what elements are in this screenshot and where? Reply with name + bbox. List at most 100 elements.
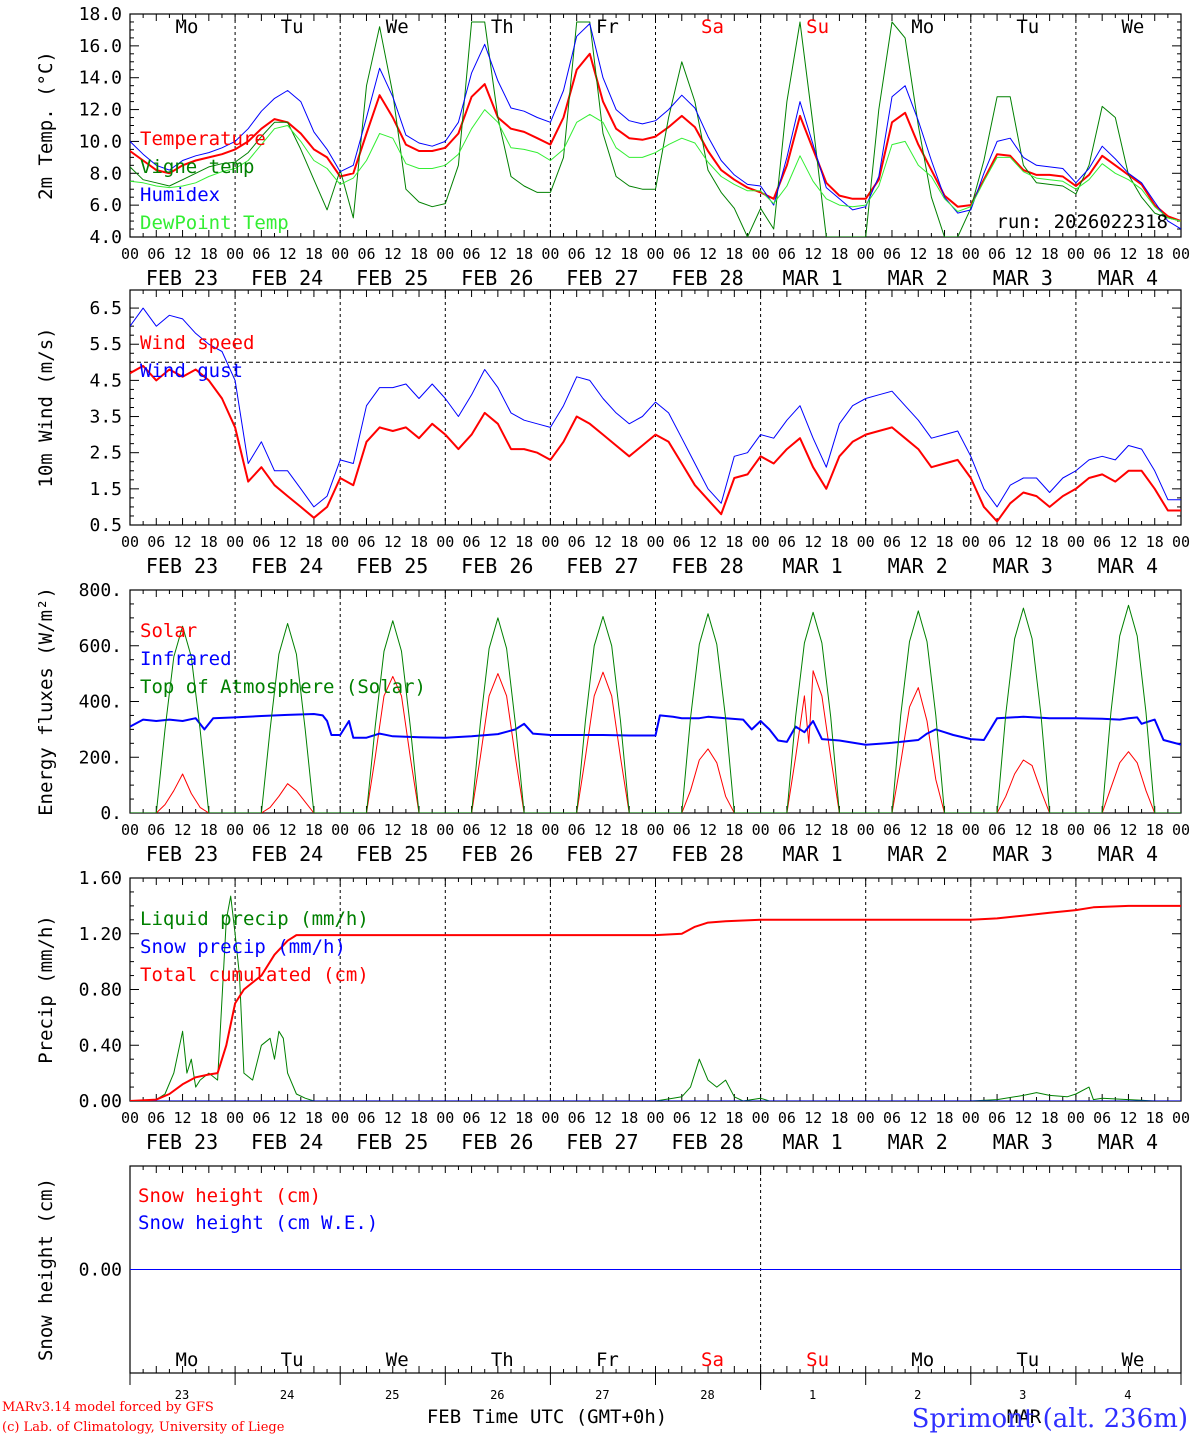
weekday-label: Su [806, 16, 829, 38]
weekday-label: Tu [281, 1349, 304, 1371]
hour-label: 00 [331, 245, 349, 263]
weekday-label: Tu [281, 16, 304, 38]
hour-label: 12 [279, 821, 297, 839]
hour-label: 12 [174, 533, 192, 551]
hour-label: 00 [541, 1109, 559, 1127]
hour-label: 06 [357, 1109, 375, 1127]
weekday-label: Th [491, 1349, 514, 1371]
model-credit: MARv3.14 model forced by GFS [2, 1400, 214, 1415]
hour-label: 18 [1041, 1109, 1059, 1127]
hour-label: 12 [594, 245, 612, 263]
hour-label: 06 [463, 1109, 481, 1127]
hour-label: 18 [410, 533, 428, 551]
date-label: FEB 24 [251, 1130, 323, 1154]
y-tick-label: 0.5 [89, 515, 122, 536]
hour-label: 06 [252, 245, 270, 263]
temp-legend-item: DewPoint Temp [140, 212, 289, 234]
hour-label: 12 [804, 533, 822, 551]
hour-label: 18 [305, 821, 323, 839]
date-label: FEB 26 [461, 1130, 533, 1154]
hour-label: 06 [673, 1109, 691, 1127]
hour-label: 06 [357, 245, 375, 263]
hour-label: 00 [646, 821, 664, 839]
hour-label: 06 [673, 821, 691, 839]
y-tick-label: 18.0 [79, 4, 122, 25]
hour-label: 12 [489, 533, 507, 551]
hour-label: 12 [1119, 1109, 1137, 1127]
hour-label: 12 [279, 245, 297, 263]
date-label: MAR 3 [993, 554, 1053, 578]
y-tick-label: 400. [79, 692, 122, 713]
hour-label: 06 [1093, 1109, 1111, 1127]
hour-label: 12 [1119, 821, 1137, 839]
date-label: FEB 24 [251, 842, 323, 866]
hour-label: 06 [568, 533, 586, 551]
hour-label: 06 [883, 1109, 901, 1127]
weekday-label: We [386, 1349, 409, 1371]
wind-series-wind-gust [130, 307, 1181, 508]
y-tick-label: 0.00 [79, 1260, 122, 1281]
hour-label: 00 [1067, 821, 1085, 839]
day-number: 2 [914, 1388, 921, 1402]
hour-label: 06 [778, 533, 796, 551]
hour-label: 18 [725, 533, 743, 551]
energy-panel: 0. 200. 400. 600. 800. Energy fluxes (W/m²) So… [35, 580, 1190, 866]
date-label: MAR 4 [1098, 554, 1158, 578]
hour-label: 06 [147, 821, 165, 839]
hour-label: 06 [988, 533, 1006, 551]
weekday-label: Th [491, 16, 514, 38]
hour-label: 00 [541, 533, 559, 551]
hour-label: 12 [174, 245, 192, 263]
hour-label: 12 [174, 821, 192, 839]
hour-label: 00 [541, 245, 559, 263]
temp-series-dewpoint-temp [130, 109, 1181, 222]
hour-label: 12 [1014, 245, 1032, 263]
hour-label: 00 [541, 821, 559, 839]
precip-panel: 0.00 0.40 0.80 1.20 1.60 Precip (mm/h) Liquid … [35, 868, 1190, 1154]
y-tick-label: 16.0 [79, 36, 122, 57]
date-label: FEB 27 [566, 1130, 638, 1154]
hour-label: 06 [988, 1109, 1006, 1127]
day-number: 23 [175, 1388, 189, 1402]
hour-label: 18 [200, 245, 218, 263]
hour-label: 12 [909, 245, 927, 263]
temp-legend-item: Temperature [140, 128, 266, 150]
hour-label: 18 [620, 821, 638, 839]
y-tick-label: 12.0 [79, 100, 122, 121]
hour-label: 18 [200, 821, 218, 839]
snow-ylabel: Snow height (cm) [35, 1178, 57, 1361]
hour-label: 06 [463, 245, 481, 263]
y-tick-label: 3.5 [89, 407, 122, 428]
date-label: MAR 4 [1098, 1130, 1158, 1154]
date-label: FEB 24 [251, 266, 323, 290]
hour-label: 00 [1067, 245, 1085, 263]
temp-legend-item: Vigne temp [140, 156, 254, 178]
hour-label: 00 [1067, 1109, 1085, 1127]
hour-label: 00 [436, 1109, 454, 1127]
date-label: FEB 28 [671, 1130, 743, 1154]
hour-label: 06 [147, 1109, 165, 1127]
hour-label: 00 [436, 821, 454, 839]
date-label: FEB 23 [146, 554, 218, 578]
energy-legend-item: Solar [140, 620, 197, 642]
day-number: 27 [595, 1388, 609, 1402]
hour-label: 00 [226, 533, 244, 551]
hour-label: 18 [1146, 821, 1164, 839]
hour-label: 18 [935, 1109, 953, 1127]
hour-label: 18 [830, 821, 848, 839]
hour-label: 18 [830, 533, 848, 551]
hour-label: 12 [279, 1109, 297, 1127]
energy-legend-item: Top of Atmosphere (Solar) [140, 676, 426, 698]
day-number: 26 [490, 1388, 504, 1402]
date-label: MAR 2 [888, 266, 948, 290]
y-tick-label: 0.40 [79, 1035, 122, 1056]
precip-legend-item: Liquid precip (mm/h) [140, 908, 369, 930]
hour-label: 00 [331, 1109, 349, 1127]
hour-label: 06 [673, 533, 691, 551]
hour-label: 06 [147, 533, 165, 551]
wind-ylabel: 10m Wind (m/s) [35, 327, 57, 487]
y-tick-label: 1.20 [79, 924, 122, 945]
hour-label: 00 [121, 821, 139, 839]
temp-panel: 4.0 6.0 8.0 10.0 12.0 14.0 16.0 18.0 2m Temp. (°… [35, 4, 1190, 290]
